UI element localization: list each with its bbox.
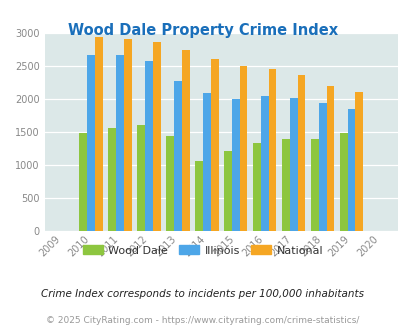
Bar: [145, 61, 152, 231]
Bar: [326, 86, 333, 231]
Bar: [194, 161, 202, 231]
Text: Crime Index corresponds to incidents per 100,000 inhabitants: Crime Index corresponds to incidents per…: [41, 289, 364, 299]
Bar: [281, 139, 289, 231]
Bar: [231, 99, 239, 231]
Bar: [318, 103, 326, 231]
Bar: [79, 133, 87, 231]
Bar: [297, 75, 305, 231]
Bar: [260, 96, 268, 231]
Bar: [347, 109, 355, 231]
Bar: [289, 98, 297, 231]
Bar: [95, 37, 102, 231]
Text: © 2025 CityRating.com - https://www.cityrating.com/crime-statistics/: © 2025 CityRating.com - https://www.city…: [46, 315, 359, 325]
Bar: [137, 125, 145, 231]
Bar: [166, 136, 173, 231]
Bar: [224, 151, 231, 231]
Text: Wood Dale Property Crime Index: Wood Dale Property Crime Index: [68, 23, 337, 38]
Bar: [268, 69, 276, 231]
Bar: [339, 133, 347, 231]
Bar: [181, 50, 189, 231]
Bar: [108, 128, 116, 231]
Legend: Wood Dale, Illinois, National: Wood Dale, Illinois, National: [78, 241, 327, 260]
Bar: [310, 139, 318, 231]
Bar: [87, 55, 95, 231]
Bar: [355, 92, 362, 231]
Bar: [239, 66, 247, 231]
Bar: [152, 42, 160, 231]
Bar: [116, 55, 124, 231]
Bar: [202, 93, 210, 231]
Bar: [210, 59, 218, 231]
Bar: [252, 143, 260, 231]
Bar: [124, 39, 131, 231]
Bar: [173, 81, 181, 231]
